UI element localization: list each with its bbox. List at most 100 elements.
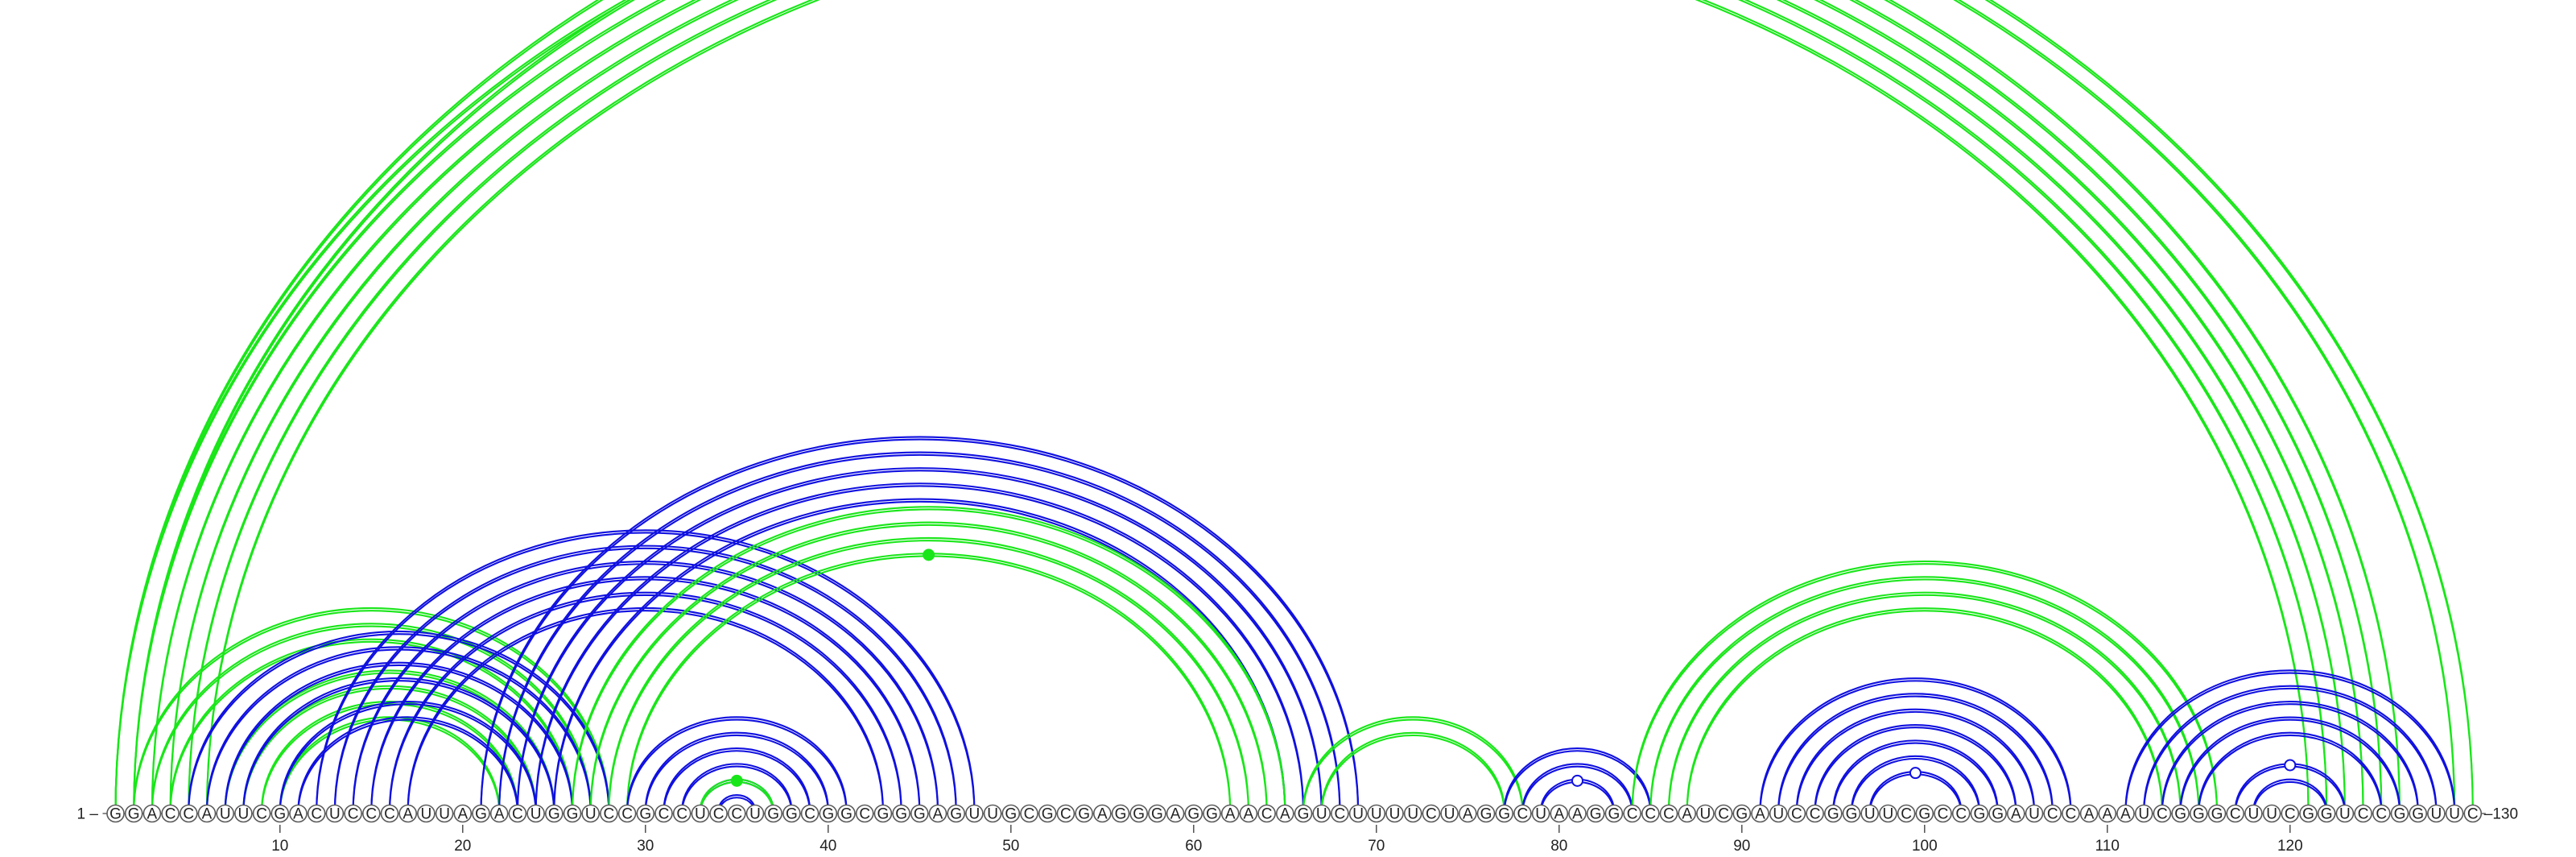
nucleotide-83: G (1604, 804, 1624, 823)
nucleotide-circle (1294, 804, 1313, 823)
nucleotide-circle (1257, 804, 1276, 823)
nucleotide-circle (307, 804, 326, 823)
green-pair-arc-66-78-a (1302, 716, 1524, 811)
nucleotide-circle (544, 804, 564, 823)
blue-pair-arc-118-122-a (2252, 778, 2328, 811)
nucleotide-34: C (709, 804, 728, 823)
blue-pair-arc-30-40-a (644, 731, 829, 811)
nucleotide-circle (2025, 804, 2044, 823)
green-pair-arc-27-64-a (589, 521, 1268, 811)
blue-pair-arc-92-107-b (1777, 695, 2054, 814)
nucleotide-circle (1184, 804, 1203, 823)
nucleotide-circle (837, 804, 856, 823)
nucleotide-114: G (2171, 804, 2190, 823)
nucleotide-91: A (1751, 804, 1769, 823)
nucleotide-17: A (398, 804, 418, 823)
nucleotide-22: A (489, 804, 509, 823)
nucleotide-letter: C (183, 806, 194, 823)
sequence-end-label: –130 (2484, 806, 2518, 823)
nucleotide-letter: G (475, 806, 487, 823)
nucleotide-circle (142, 804, 162, 823)
nucleotide-letter: G (1918, 806, 1930, 823)
nucleotide-letter: C (2066, 806, 2077, 823)
nucleotide-letter: C (1791, 806, 1802, 823)
nucleotide-letter: C (1627, 806, 1638, 823)
nucleotide-79: U (1531, 804, 1550, 823)
nucleotide-letter: G (950, 806, 962, 823)
blue-pair-arc-114-126-b (2179, 718, 2401, 814)
nucleotide-circle (1440, 804, 1459, 823)
nucleotide-circle (1934, 804, 1952, 823)
nucleotide-circle (1111, 804, 1130, 823)
nucleotide-circle (928, 804, 947, 823)
filled-marker-29-62 (923, 549, 935, 561)
nucleotide-73: C (1422, 804, 1441, 823)
green-pair-arc-6-121-a (205, 0, 2310, 811)
blue-pair-arc-5-28-b (188, 633, 610, 814)
blue-pair-arc-22-68-a (498, 451, 1341, 811)
nucleotide-letter: G (1480, 806, 1492, 823)
nucleotide-circle (1550, 804, 1569, 823)
nucleotide-86: C (1659, 804, 1678, 823)
nucleotide-30: G (636, 804, 655, 823)
nucleotide-letter: C (2285, 806, 2296, 823)
nucleotide-circle (472, 804, 490, 823)
blue-pair-arc-8-25-b (242, 680, 555, 814)
nucleotide-25: G (544, 804, 564, 823)
nucleotide-letter: G (1206, 806, 1218, 823)
nucleotide-letter: G (877, 806, 890, 823)
nucleotide-96: G (1842, 804, 1861, 823)
green-pair-arc-86-114-a (1667, 591, 2182, 811)
blue-pair-arc-30-40-b (644, 734, 829, 814)
nucleotide-circle (855, 804, 874, 823)
green-pair-arc-29-62-b (626, 555, 1232, 814)
nucleotide-letter: U (2339, 806, 2351, 823)
nucleotide-54: G (1075, 804, 1093, 823)
nucleotide-letter: C (2358, 806, 2369, 823)
tick-label-70: 70 (1368, 838, 1385, 855)
nucleotide-60: G (1184, 804, 1203, 823)
green-pair-arc-85-115-a (1649, 576, 2200, 811)
nucleotide-letter: U (530, 806, 542, 823)
nucleotide-66: G (1294, 804, 1313, 823)
nucleotide-120: C (2281, 804, 2300, 823)
nucleotide-99: C (1897, 804, 1916, 823)
nucleotide-75: A (1459, 804, 1477, 823)
nucleotide-109: A (2079, 804, 2099, 823)
green-pair-arc-66-78-b (1302, 718, 1524, 814)
tick-label-80: 80 (1550, 838, 1567, 855)
nucleotide-11: A (289, 804, 308, 823)
nucleotide-circle (745, 804, 765, 823)
nucleotide-circle (2445, 804, 2464, 823)
nucleotide-letter: C (859, 806, 870, 823)
nucleotide-10: G (270, 804, 290, 823)
blue-pair-arc-25-65-a (553, 498, 1286, 811)
nucleotide-61: G (1203, 804, 1221, 823)
nucleotide-circle (2299, 804, 2318, 823)
nucleotide-circle (361, 804, 381, 823)
nucleotide-letter: G (1992, 806, 2004, 823)
nucleotide-letter: G (840, 806, 852, 823)
nucleotide-letter: U (220, 806, 231, 823)
nucleotide-53: C (1056, 804, 1075, 823)
nucleotide-letter: U (1535, 806, 1546, 823)
nucleotide-circle (563, 804, 582, 823)
nucleotide-circle (800, 804, 819, 823)
blue-pair-arc-21-69-b (480, 438, 1360, 814)
nucleotide-122: G (2317, 804, 2336, 823)
nucleotide-letter: U (749, 806, 761, 823)
nucleotide-59: A (1166, 804, 1185, 823)
nucleotide-circle (1604, 804, 1624, 823)
nucleotide-letter: U (421, 806, 432, 823)
nucleotide-5: C (180, 804, 198, 823)
nucleotide-letter: G (822, 806, 834, 823)
nucleotide-65: A (1276, 804, 1294, 823)
green-pair-arc-1-130-a (114, 0, 2474, 811)
green-pair-arc-6-121-b (205, 0, 2310, 814)
nucleotide-101: C (1934, 804, 1952, 823)
nucleotide-circle (1897, 804, 1916, 823)
nucleotide-circle (1787, 804, 1806, 823)
blue-pair-arc-14-46-a (352, 560, 939, 811)
nucleotide-62: A (1220, 804, 1240, 823)
green-pair-arc-27-64-b (589, 524, 1268, 814)
